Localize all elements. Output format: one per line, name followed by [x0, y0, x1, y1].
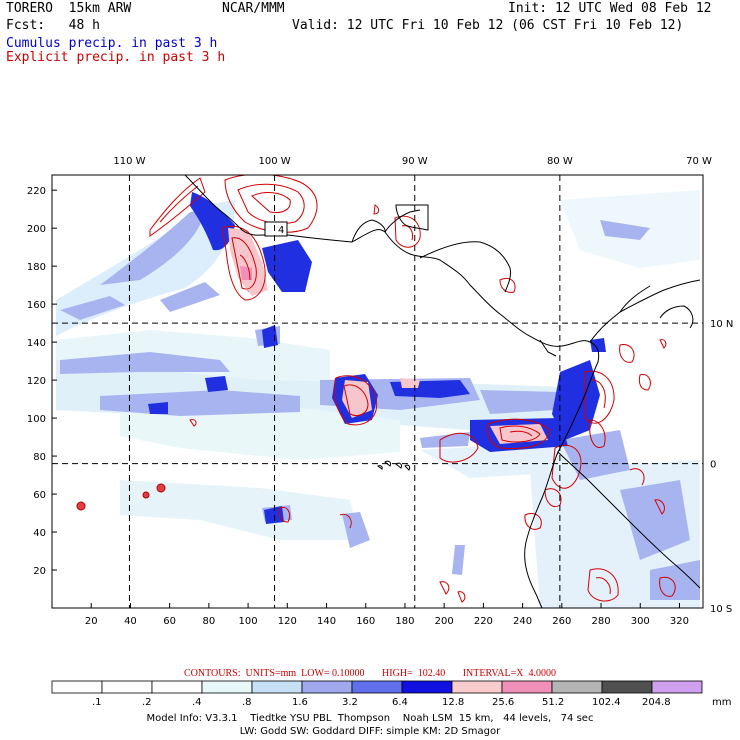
y-tick-label: 140 [27, 338, 46, 349]
x-tick-label: 40 [124, 616, 137, 627]
y-tick-label: 200 [27, 224, 46, 235]
legend-value: 51.2 [542, 697, 565, 708]
legend-swatch-2 [151, 680, 203, 694]
y-tick-label: 220 [27, 186, 46, 197]
x-tick-label: 180 [395, 616, 414, 627]
legend-swatch-12 [651, 680, 703, 694]
y-tick-label: 40 [33, 528, 46, 539]
longitude-axis: 110 W 100 W 90 W 80 W 70 W [113, 156, 712, 167]
model-info-line1: Model Info: V3.3.1 Tiedtke YSU PBL Thomp… [146, 713, 594, 724]
region-box [264, 221, 288, 237]
legend-swatch-0 [51, 680, 103, 694]
lon-label: 100 W [258, 156, 290, 167]
forecast-hour: Fcst: 48 h [6, 18, 100, 33]
lat-label: 10 S [710, 604, 732, 615]
model-title: TORERO 15km ARW [6, 1, 132, 16]
legend-value: 3.2 [342, 697, 358, 708]
legend-value: .4 [192, 697, 202, 708]
x-tick-label: 100 [239, 616, 258, 627]
legend-value: 204.8 [642, 697, 671, 708]
legend-swatch-10 [551, 680, 603, 694]
x-tick-label: 320 [670, 616, 689, 627]
x-tick-label: 280 [591, 616, 610, 627]
legend-unit: mm [712, 697, 732, 708]
x-tick-label: 80 [203, 616, 216, 627]
x-tick-label: 240 [513, 616, 532, 627]
x-tick-label: 260 [552, 616, 571, 627]
legend-swatch-7 [401, 680, 453, 694]
latitude-axis: 10 N 0 10 S [710, 319, 733, 615]
legend-value: 12.8 [442, 697, 465, 708]
cumulus-title: Cumulus precip. in past 3 h [6, 36, 218, 51]
x-tick-label: 160 [356, 616, 375, 627]
lon-label: 70 W [686, 156, 712, 167]
x-tick-label: 200 [435, 616, 454, 627]
legend-value: .1 [92, 697, 102, 708]
legend-swatch-1 [101, 680, 153, 694]
x-tick-label: 20 [85, 616, 98, 627]
valid-time: Valid: 12 UTC Fri 10 Feb 12 (06 CST Fri … [292, 18, 684, 33]
legend-swatch-5 [301, 680, 353, 694]
legend-swatch-6 [351, 680, 403, 694]
center-name: NCAR/MMM [222, 1, 285, 16]
lon-label: 110 W [113, 156, 145, 167]
x-axis: 20 40 60 80 100 120 140 160 180 200 220 240 260 280 30… [85, 603, 689, 627]
y-tick-label: 80 [33, 452, 46, 463]
y-tick-label: 180 [27, 262, 46, 273]
x-tick-label: 140 [317, 616, 336, 627]
region-box-label: 4 [278, 225, 284, 236]
y-tick-label: 100 [27, 414, 46, 425]
legend-value: 6.4 [392, 697, 408, 708]
lat-lon-grid [52, 175, 703, 608]
legend-swatch-3 [201, 680, 253, 694]
legend-value: 1.6 [292, 697, 308, 708]
coastlines [184, 175, 701, 608]
y-tick-label: 160 [27, 300, 46, 311]
lon-label: 80 W [547, 156, 573, 167]
explicit-precip-dots [76, 483, 166, 511]
contour-info: CONTOURS: UNITS=mm LOW= 0.10000 HIGH= 10… [184, 668, 556, 679]
plot-frame [51, 174, 704, 609]
y-tick-label: 20 [33, 566, 46, 577]
legend-value: 102.4 [592, 697, 621, 708]
legend-value: .8 [242, 697, 252, 708]
legend-swatch-9 [501, 680, 553, 694]
legend-swatch-8 [451, 680, 503, 694]
explicit-title: Explicit precip. in past 3 h [6, 50, 226, 65]
lon-label: 90 W [402, 156, 428, 167]
x-tick-label: 60 [163, 616, 176, 627]
legend-value: 25.6 [492, 697, 515, 708]
x-tick-label: 120 [278, 616, 297, 627]
lat-label: 0 [710, 460, 716, 471]
legend-swatch-11 [601, 680, 653, 694]
y-axis: 220 200 180 160 140 120 100 80 60 40 20 [27, 186, 57, 577]
x-tick-label: 220 [474, 616, 493, 627]
lat-label: 10 N [710, 319, 733, 330]
y-tick-label: 60 [33, 490, 46, 501]
model-info-line2: LW: Godd SW: Goddard DIFF: simple KM: 2D… [239, 726, 501, 737]
legend-value: .2 [142, 697, 152, 708]
x-tick-label: 300 [631, 616, 650, 627]
legend-swatch-4 [251, 680, 303, 694]
color-legend-bar [51, 680, 703, 694]
init-time: Init: 12 UTC Wed 08 Feb 12 [508, 1, 712, 16]
y-tick-label: 120 [27, 376, 46, 387]
